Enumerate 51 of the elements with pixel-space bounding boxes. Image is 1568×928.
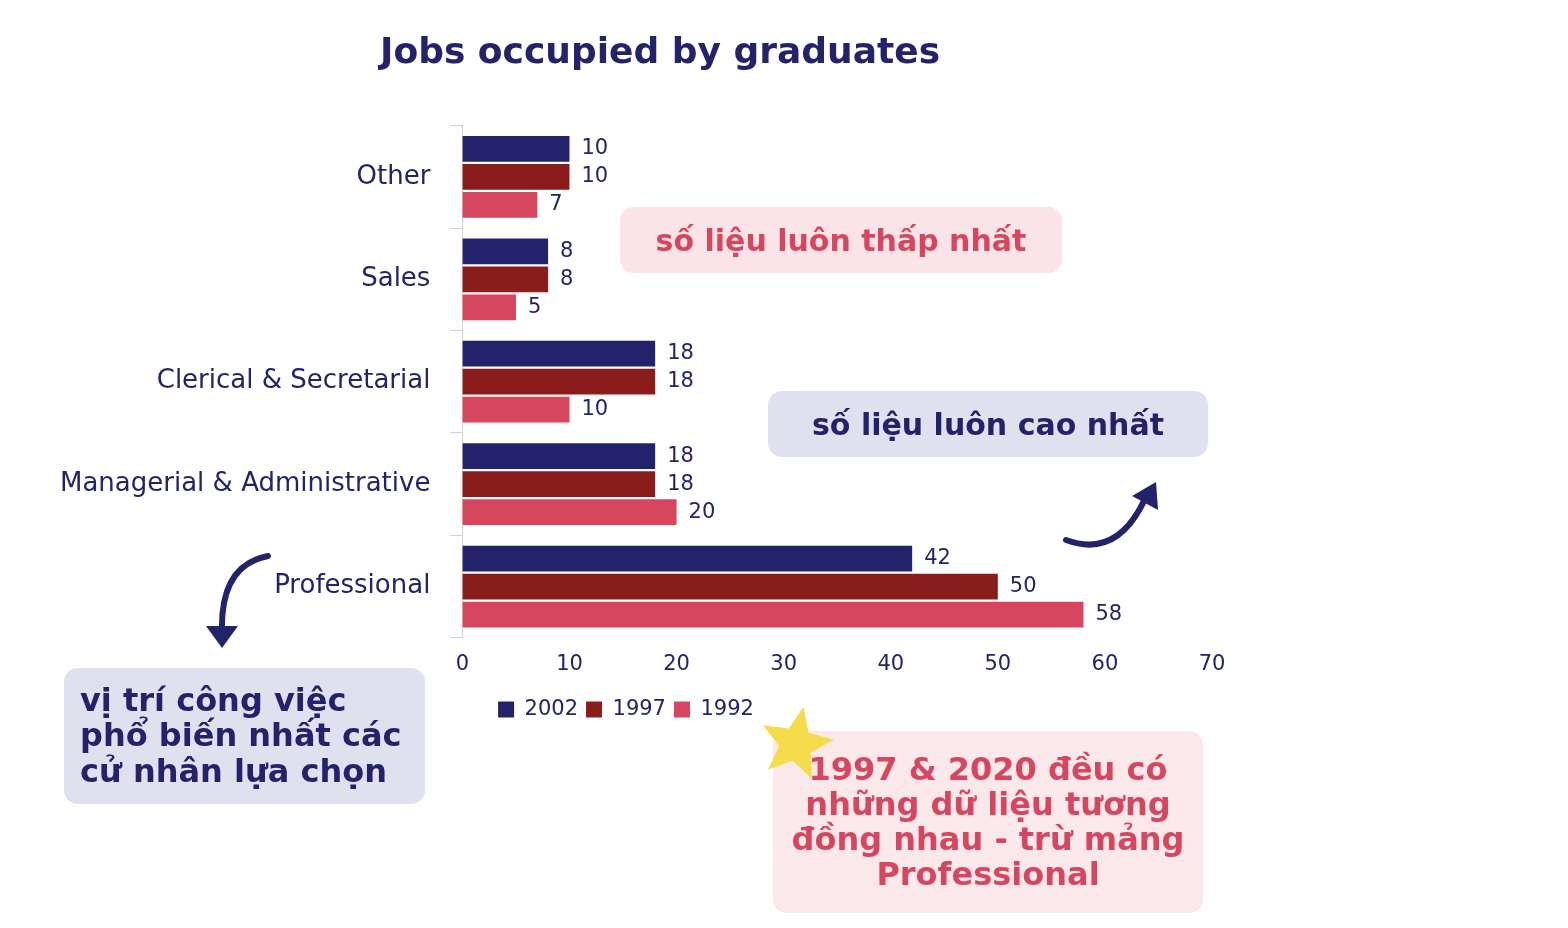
- chart-title: Jobs occupied by graduates: [380, 30, 941, 71]
- bar: [462, 294, 516, 321]
- bar: [462, 471, 656, 498]
- bar: [462, 135, 570, 162]
- data-label: 50: [1009, 573, 1037, 598]
- x-tick-label: 70: [1198, 650, 1226, 675]
- bar: [462, 238, 549, 265]
- x-tick-label: 30: [770, 650, 798, 675]
- bar: [462, 191, 538, 218]
- data-label: 10: [581, 163, 609, 188]
- data-label: 18: [667, 442, 694, 467]
- data-label: 18: [667, 368, 694, 393]
- legend-label: 2002: [524, 695, 579, 720]
- data-label: 20: [688, 498, 716, 523]
- bar: [462, 266, 549, 293]
- y-tick-label: Professional: [274, 569, 431, 600]
- x-tick-label: 10: [556, 650, 583, 675]
- x-tick-label: 60: [1091, 650, 1119, 675]
- y-tick-label: Managerial & Administrative: [59, 466, 431, 497]
- data-label: 18: [667, 470, 694, 495]
- x-tick-label: 50: [984, 650, 1012, 675]
- data-label: 5: [527, 293, 542, 318]
- callout-box: 1997 & 2020 đều có những dữ liệu tương đồng nhau - trừ mảng Professional: [773, 731, 1203, 913]
- data-label: 8: [560, 237, 574, 262]
- bar: [462, 163, 570, 190]
- data-label: 58: [1095, 601, 1123, 626]
- bar: [462, 601, 1084, 628]
- data-label: 7: [549, 191, 563, 216]
- bar: [462, 396, 570, 423]
- x-tick-label: 0: [455, 650, 470, 675]
- data-label: 8: [560, 265, 574, 290]
- bar: [462, 573, 998, 600]
- bar: [462, 545, 913, 572]
- data-label: 10: [581, 396, 609, 421]
- data-label: 10: [581, 135, 609, 160]
- legend-label: 1997: [612, 695, 666, 720]
- y-tick-label: Clerical & Secretarial: [156, 364, 431, 395]
- callout-box: số liệu luôn thấp nhất: [620, 207, 1062, 273]
- callout-box: vị trí công việc phổ biến nhất các cử nhân lựa chọn: [64, 668, 425, 804]
- bar: [462, 499, 677, 526]
- y-tick-label: Other: [356, 159, 431, 190]
- y-tick-label: Sales: [361, 262, 431, 293]
- x-tick-label: 40: [877, 650, 905, 675]
- bar: [462, 443, 656, 470]
- data-label: 42: [924, 545, 951, 570]
- callout-box: số liệu luôn cao nhất: [768, 391, 1208, 457]
- x-tick-label: 20: [663, 650, 690, 675]
- bar: [462, 368, 656, 395]
- legend-label: 1992: [700, 695, 754, 720]
- bar: [462, 340, 656, 367]
- data-label: 18: [667, 340, 694, 365]
